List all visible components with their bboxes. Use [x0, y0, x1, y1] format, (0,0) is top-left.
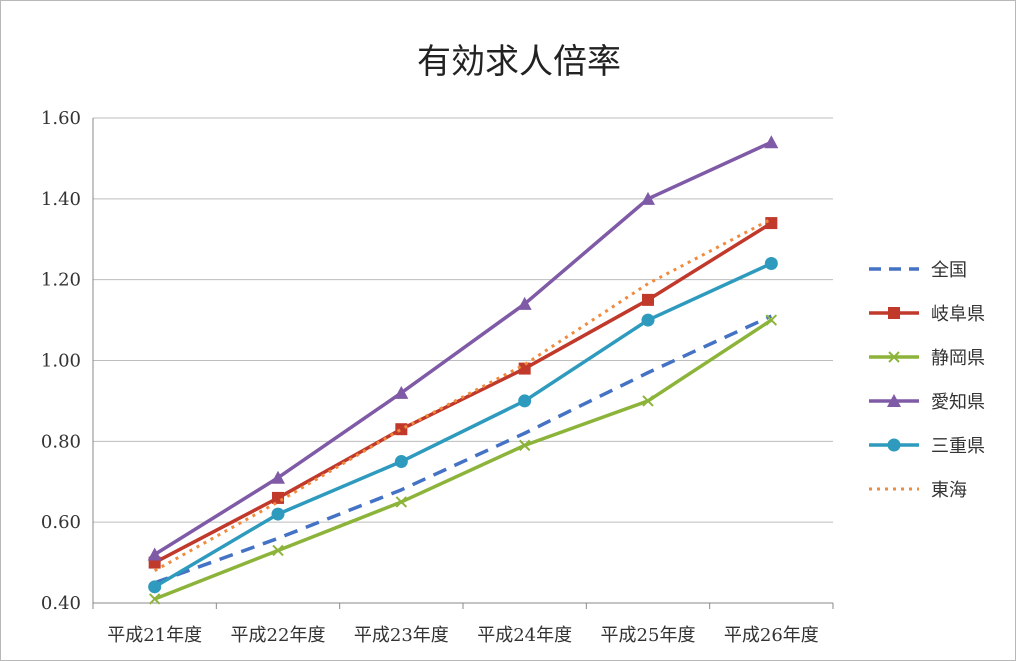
grid-lines — [93, 117, 833, 523]
series-lines — [147, 135, 779, 605]
data-point-marker — [517, 296, 532, 310]
legend-label: 全国 — [931, 260, 967, 281]
legend-label: 愛知県 — [931, 392, 985, 413]
data-point-marker — [641, 191, 655, 205]
series-line — [153, 221, 773, 565]
series-4 — [147, 135, 779, 561]
data-point-marker — [641, 313, 655, 327]
y-tick-label: 1.40 — [41, 189, 81, 210]
legend-item: 東海 — [869, 480, 967, 501]
series-line — [154, 314, 773, 585]
legend-label: 岐阜県 — [931, 304, 985, 325]
legend-item: 三重県 — [869, 436, 985, 457]
data-point-marker — [147, 547, 162, 561]
y-tick-label: 0.40 — [41, 593, 81, 614]
x-tick-label: 平成25年度 — [601, 625, 696, 646]
data-point-marker — [271, 507, 285, 521]
data-point-marker — [518, 394, 532, 408]
series-line — [154, 318, 773, 601]
data-point-marker — [888, 307, 900, 319]
axes: 0.40 0.60 0.80 1.00 1.20 1.40 1.60 平成21年度 平成22年度… — [41, 108, 834, 646]
x-tick-label: 平成23年度 — [354, 625, 449, 646]
series-1 — [154, 314, 773, 585]
data-point-marker — [272, 544, 284, 557]
data-point-marker — [765, 314, 778, 326]
x-tick-label: 平成24年度 — [477, 625, 572, 646]
series-2 — [148, 217, 778, 569]
data-point-marker — [642, 293, 654, 306]
data-point-marker — [394, 455, 408, 469]
data-point-marker — [518, 362, 531, 375]
data-point-marker — [395, 496, 408, 508]
data-point-marker — [395, 423, 408, 436]
data-point-marker — [764, 257, 778, 270]
x-tick-label: 平成21年度 — [107, 625, 202, 646]
series-line — [153, 140, 773, 556]
legend-item: 静岡県 — [869, 348, 985, 369]
data-point-marker — [148, 593, 161, 605]
data-point-marker — [518, 439, 531, 452]
y-tick-label: 1.00 — [41, 351, 81, 372]
series-3 — [148, 314, 778, 605]
data-point-marker — [394, 385, 409, 399]
series-6 — [153, 217, 773, 572]
legend-item: 岐阜県 — [869, 304, 985, 325]
data-point-marker — [148, 580, 162, 594]
legend-item: 愛知県 — [869, 392, 985, 413]
data-point-marker — [887, 394, 901, 407]
x-tick-label: 平成22年度 — [231, 625, 326, 646]
legend-label: 三重県 — [931, 436, 985, 457]
series-line — [153, 217, 773, 572]
y-tick-label: 1.20 — [41, 270, 81, 291]
legend-item: 全国 — [869, 260, 967, 281]
y-tick-label: 1.60 — [41, 108, 81, 129]
data-point-marker — [888, 351, 900, 363]
x-tick-label: 平成26年度 — [724, 625, 819, 646]
data-point-marker — [642, 395, 654, 407]
legend-label: 静岡県 — [931, 348, 985, 369]
data-point-marker — [765, 217, 778, 230]
data-point-marker — [271, 470, 285, 484]
data-point-marker — [887, 438, 901, 452]
y-tick-label: 0.60 — [41, 512, 81, 533]
data-point-marker — [764, 135, 779, 149]
chart-title: 有効求人倍率 — [417, 42, 621, 82]
series-line — [153, 261, 773, 589]
legend-label: 東海 — [931, 480, 967, 501]
series-5 — [148, 257, 778, 594]
y-tick-label: 0.80 — [41, 431, 81, 452]
